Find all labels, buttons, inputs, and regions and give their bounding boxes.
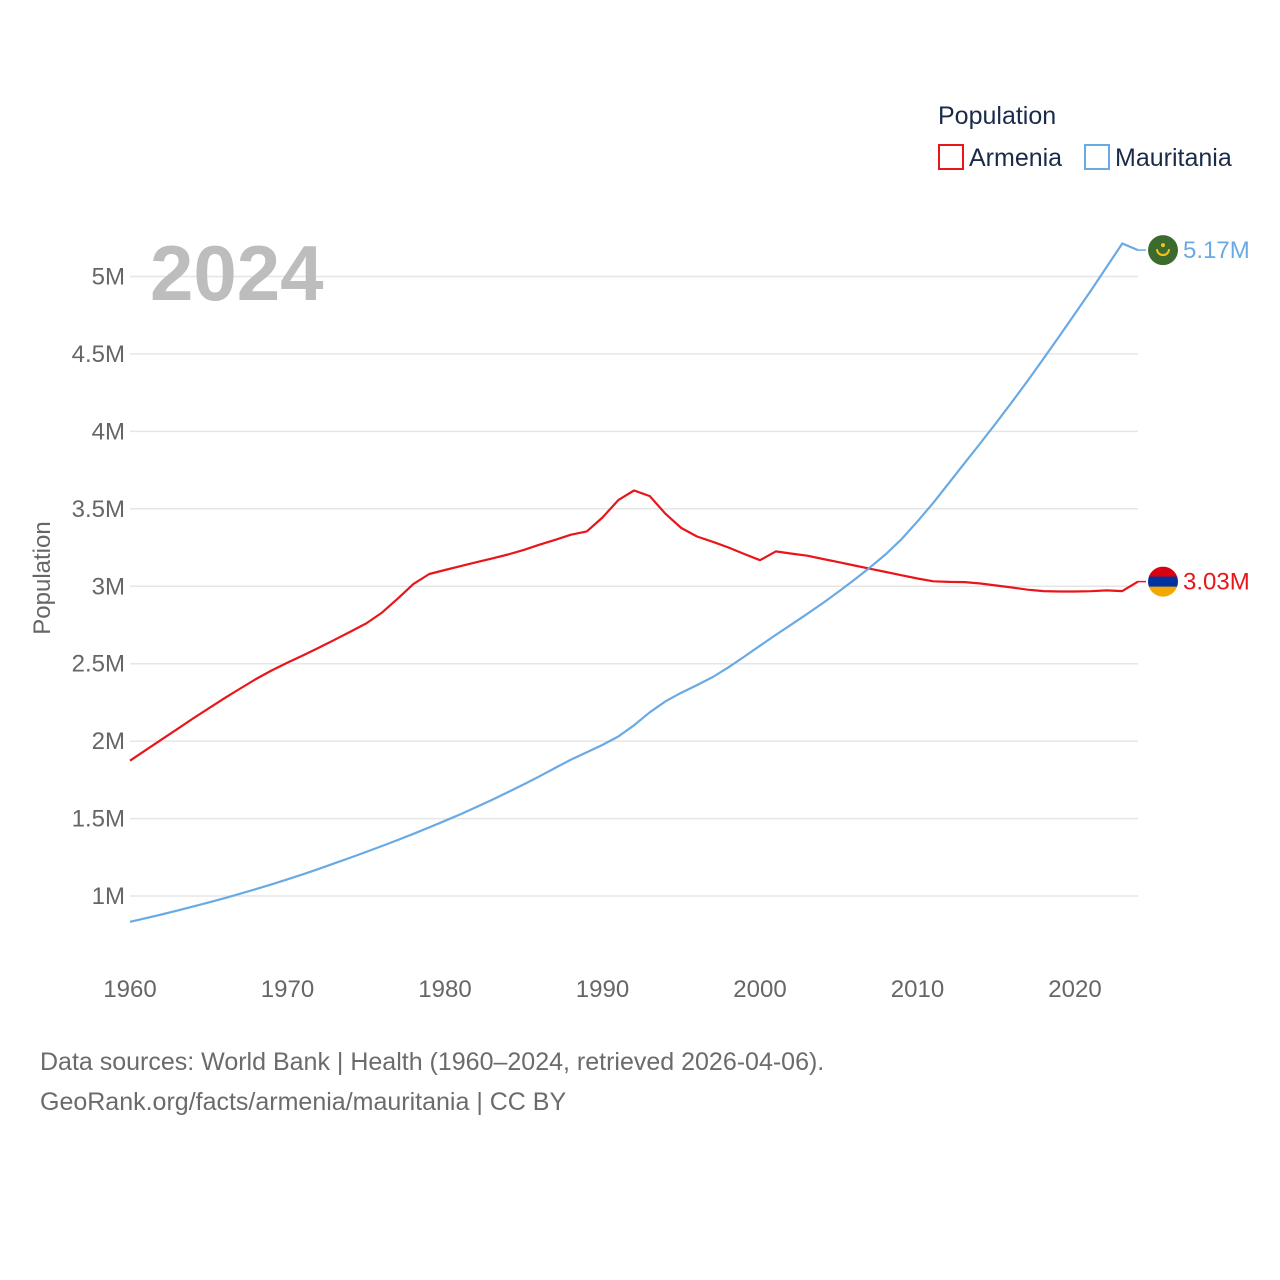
y-tick-label: 3M bbox=[92, 573, 125, 600]
y-tick-label: 3.5M bbox=[72, 496, 125, 523]
legend-title: Population bbox=[938, 102, 1056, 130]
x-tick-label: 1960 bbox=[103, 976, 156, 1003]
series-lines bbox=[129, 242, 1139, 923]
y-tick-label: 2M bbox=[92, 728, 125, 755]
y-axis-ticks: 1M 1.5M 2M 2.5M 3M 3.5M 4M 4.5M 5M bbox=[72, 263, 125, 910]
y-tick-label: 5M bbox=[92, 263, 125, 290]
y-tick-label: 1M bbox=[92, 883, 125, 910]
legend-label-mauritania: Mauritania bbox=[1115, 144, 1232, 172]
x-axis-ticks: 1960 1970 1980 1990 2000 2010 2020 bbox=[103, 976, 1101, 1003]
x-tick-label: 2000 bbox=[733, 976, 786, 1003]
x-tick-label: 1990 bbox=[576, 976, 629, 1003]
legend: Population Armenia Mauritania bbox=[938, 102, 1232, 172]
legend-item-mauritania[interactable]: Mauritania bbox=[1084, 144, 1232, 172]
source-line-1: Data sources: World Bank | Health (1960–… bbox=[40, 1048, 825, 1076]
legend-swatch-mauritania bbox=[1084, 144, 1110, 170]
y-tick-label: 1.5M bbox=[72, 806, 125, 833]
series-line-mauritania[interactable] bbox=[129, 242, 1139, 923]
x-tick-label: 2010 bbox=[891, 976, 944, 1003]
flag-armenia-icon bbox=[1148, 566, 1178, 597]
flag-mauritania-icon bbox=[1148, 235, 1178, 266]
source-note: Data sources: World Bank | Health (1960–… bbox=[40, 1042, 824, 1122]
y-axis-title: Population bbox=[29, 521, 56, 634]
legend-swatch-armenia bbox=[938, 144, 964, 170]
legend-item-armenia[interactable]: Armenia bbox=[938, 144, 1062, 172]
end-labels: 3.03M 5.17M bbox=[1138, 235, 1250, 597]
end-value-label-mauritania: 5.17M bbox=[1183, 237, 1250, 264]
year-label: 2024 bbox=[150, 229, 324, 317]
legend-label-armenia: Armenia bbox=[969, 144, 1062, 172]
y-tick-label: 4.5M bbox=[72, 341, 125, 368]
x-tick-label: 1970 bbox=[261, 976, 314, 1003]
x-tick-label: 2020 bbox=[1048, 976, 1101, 1003]
source-line-2: GeoRank.org/facts/armenia/mauritania | C… bbox=[40, 1088, 567, 1116]
y-tick-label: 4M bbox=[92, 418, 125, 445]
x-tick-label: 1980 bbox=[418, 976, 471, 1003]
gridlines bbox=[130, 275, 1138, 897]
series-line-armenia[interactable] bbox=[129, 489, 1139, 762]
y-tick-label: 2.5M bbox=[72, 651, 125, 678]
end-value-label-armenia: 3.03M bbox=[1183, 569, 1250, 596]
